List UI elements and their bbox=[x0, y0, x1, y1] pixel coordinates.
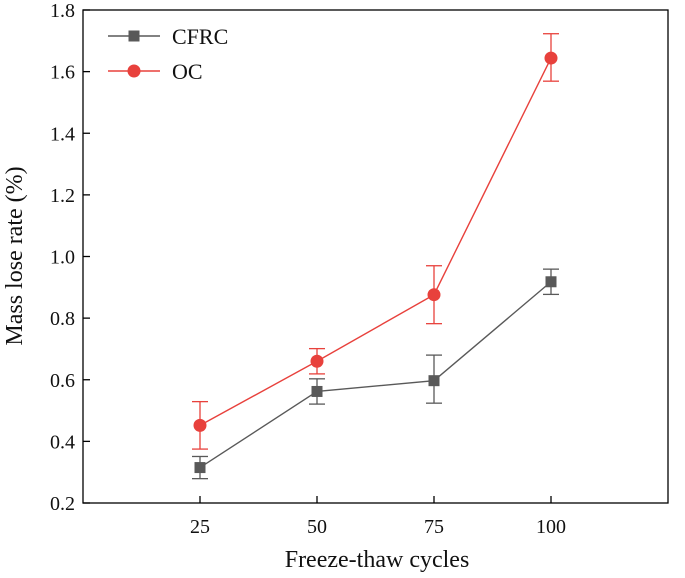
plot-frame bbox=[82, 9, 669, 504]
series-line-cfrc bbox=[199, 281, 552, 469]
y-tick-label: 0.8 bbox=[50, 308, 75, 330]
data-point-oc bbox=[427, 288, 441, 302]
data-point-cfrc bbox=[428, 375, 440, 387]
y-tick-label: 1.4 bbox=[50, 123, 75, 145]
x-tick-label: 100 bbox=[536, 516, 566, 538]
series-oc bbox=[192, 33, 559, 450]
series-cfrc bbox=[192, 268, 559, 480]
x-axis-title: Freeze-thaw cycles bbox=[285, 547, 470, 573]
legend-marker-cfrc bbox=[128, 30, 140, 42]
x-tick-label: 25 bbox=[190, 516, 210, 538]
data-point-oc bbox=[193, 418, 207, 432]
legend-label-cfrc: CFRC bbox=[172, 24, 228, 49]
y-tick-label: 0.2 bbox=[50, 493, 75, 515]
y-tick-label: 1.0 bbox=[50, 247, 75, 269]
data-point-oc bbox=[544, 51, 558, 65]
data-point-cfrc bbox=[545, 276, 557, 288]
data-point-cfrc bbox=[194, 462, 206, 474]
legend-label-oc: OC bbox=[172, 59, 203, 84]
series-line-oc bbox=[199, 57, 552, 426]
data-point-oc bbox=[310, 354, 324, 368]
y-tick-label: 1.8 bbox=[50, 0, 75, 22]
y-tick-label: 0.4 bbox=[50, 431, 75, 453]
x-tick-label: 75 bbox=[424, 516, 444, 538]
y-axis-title: Mass lose rate (%) bbox=[2, 166, 28, 345]
y-tick-label: 0.6 bbox=[50, 370, 75, 392]
x-tick-label: 50 bbox=[307, 516, 327, 538]
y-tick-label: 1.6 bbox=[50, 62, 75, 84]
legend-item-oc: OC bbox=[108, 59, 203, 84]
legend-item-cfrc: CFRC bbox=[108, 24, 228, 49]
legend-marker-oc bbox=[127, 64, 141, 78]
y-tick-label: 1.2 bbox=[50, 185, 75, 207]
data-point-cfrc bbox=[311, 385, 323, 397]
